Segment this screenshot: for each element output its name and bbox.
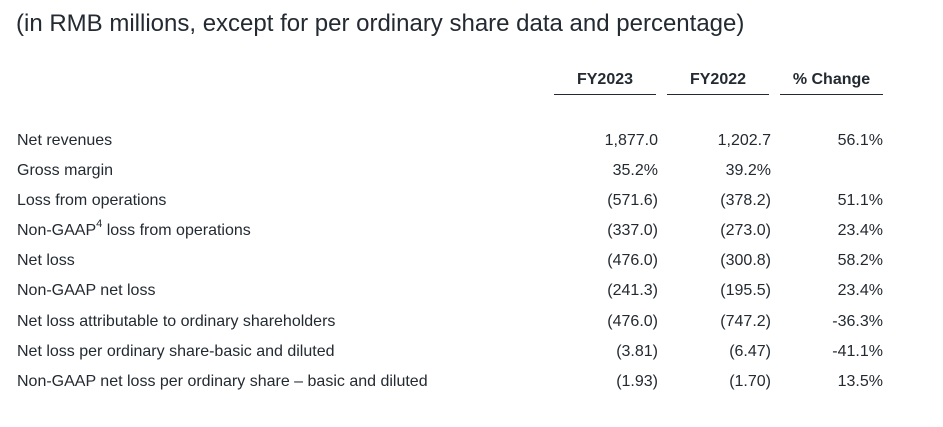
table-row: Loss from operations (571.6) (378.2) 51.…	[0, 186, 943, 216]
table-row: Non-GAAP4 loss from operations (337.0) (…	[0, 216, 943, 246]
cell-fy2023: (571.6)	[607, 192, 658, 210]
cell-change: 58.2%	[837, 252, 883, 270]
table-row: Net loss per ordinary share-basic and di…	[0, 337, 943, 367]
cell-fy2023: (3.81)	[616, 342, 658, 360]
footnote-marker: 4	[96, 217, 103, 230]
row-label: Non-GAAP4 loss from operations	[17, 217, 251, 240]
cell-change: -36.3%	[832, 312, 883, 330]
row-label: Loss from operations	[17, 192, 167, 210]
cell-fy2022: (273.0)	[720, 222, 771, 240]
cell-fy2022: (195.5)	[720, 282, 771, 300]
cell-change: 23.4%	[837, 222, 883, 240]
table-row: Non-GAAP net loss per ordinary share – b…	[0, 367, 943, 397]
cell-fy2023: (241.3)	[607, 282, 658, 300]
cell-change: -41.1%	[832, 342, 883, 360]
cell-fy2022: 39.2%	[725, 162, 771, 180]
column-header-fy2023: FY2023	[554, 70, 656, 95]
cell-fy2023: 1,877.0	[604, 132, 658, 149]
cell-change: 51.1%	[837, 192, 883, 210]
cell-change: 13.5%	[837, 372, 883, 390]
cell-change: 23.4%	[837, 282, 883, 300]
column-header-fy2022: FY2022	[667, 70, 769, 95]
table-caption: (in RMB millions, except for per ordinar…	[16, 10, 745, 37]
cell-fy2023: 35.2%	[612, 162, 658, 180]
table-row: Net loss attributable to ordinary shareh…	[0, 307, 943, 337]
column-header-change: % Change	[780, 70, 883, 95]
row-label: Net revenues	[17, 132, 113, 149]
cell-fy2023: (476.0)	[607, 312, 658, 330]
cell-fy2023: (476.0)	[607, 252, 658, 270]
cell-change: 56.1%	[837, 132, 883, 149]
cell-fy2023: (1.93)	[616, 372, 658, 390]
table-row: Net revenues 1,877.0 1,202.7 56.1%	[0, 126, 943, 156]
financial-table-body: Net revenues 1,877.0 1,202.7 56.1% Gross…	[0, 126, 943, 397]
cell-fy2022: (1.70)	[729, 372, 771, 390]
table-row: Net loss (476.0) (300.8) 58.2%	[0, 246, 943, 276]
table-row: Non-GAAP net loss (241.3) (195.5) 23.4%	[0, 276, 943, 306]
cell-fy2022: 1,202.7	[717, 132, 771, 149]
cell-fy2022: (378.2)	[720, 192, 771, 210]
row-label: Non-GAAP net loss	[17, 282, 156, 300]
row-label: Net loss	[17, 252, 75, 270]
cell-fy2023: (337.0)	[607, 222, 658, 240]
table-row: Gross margin 35.2% 39.2%	[0, 156, 943, 186]
row-label: Non-GAAP net loss per ordinary share – b…	[17, 372, 428, 390]
row-label: Net loss attributable to ordinary shareh…	[17, 312, 336, 330]
row-label: Gross margin	[17, 162, 114, 180]
cell-fy2022: (6.47)	[729, 342, 771, 360]
row-label: Net loss per ordinary share-basic and di…	[17, 342, 335, 360]
cell-fy2022: (300.8)	[720, 252, 771, 270]
cell-fy2022: (747.2)	[720, 312, 771, 330]
